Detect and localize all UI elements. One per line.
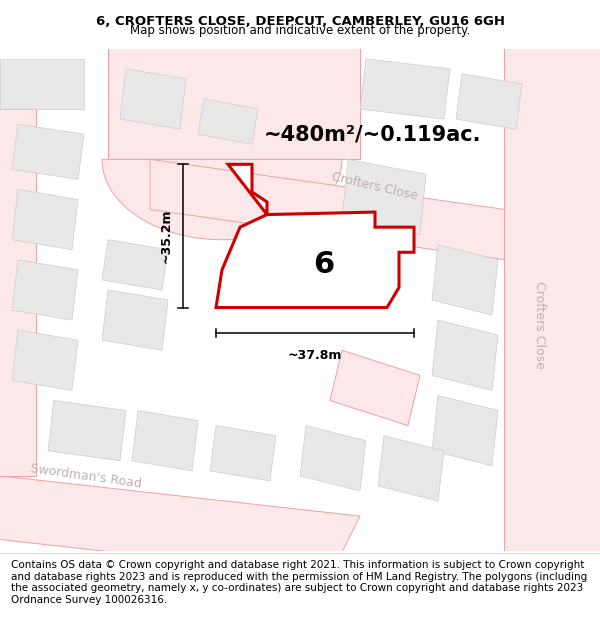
Text: ~480m²/~0.119ac.: ~480m²/~0.119ac. bbox=[263, 124, 481, 144]
Polygon shape bbox=[12, 124, 84, 179]
Polygon shape bbox=[102, 240, 168, 290]
Polygon shape bbox=[12, 260, 78, 320]
Polygon shape bbox=[198, 99, 258, 144]
Text: 6: 6 bbox=[313, 251, 335, 279]
Polygon shape bbox=[102, 290, 168, 350]
Text: Map shows position and indicative extent of the property.: Map shows position and indicative extent… bbox=[130, 24, 470, 36]
Polygon shape bbox=[132, 411, 198, 471]
Polygon shape bbox=[120, 69, 186, 129]
Polygon shape bbox=[432, 245, 498, 315]
Polygon shape bbox=[342, 159, 426, 234]
Polygon shape bbox=[102, 159, 342, 239]
Polygon shape bbox=[330, 350, 420, 426]
Polygon shape bbox=[0, 476, 360, 576]
Text: Crofters Close: Crofters Close bbox=[533, 281, 547, 369]
Polygon shape bbox=[378, 436, 444, 501]
Polygon shape bbox=[12, 330, 78, 391]
Polygon shape bbox=[360, 59, 450, 119]
Text: Crofters Close: Crofters Close bbox=[330, 171, 419, 203]
Polygon shape bbox=[0, 59, 84, 109]
Polygon shape bbox=[432, 396, 498, 466]
Polygon shape bbox=[48, 401, 126, 461]
Polygon shape bbox=[456, 74, 522, 129]
Text: Contains OS data © Crown copyright and database right 2021. This information is : Contains OS data © Crown copyright and d… bbox=[11, 560, 587, 605]
Polygon shape bbox=[432, 320, 498, 391]
Polygon shape bbox=[216, 164, 414, 308]
Text: ~37.8m: ~37.8m bbox=[288, 349, 342, 362]
Text: 6, CROFTERS CLOSE, DEEPCUT, CAMBERLEY, GU16 6GH: 6, CROFTERS CLOSE, DEEPCUT, CAMBERLEY, G… bbox=[95, 14, 505, 28]
Text: ~35.2m: ~35.2m bbox=[160, 209, 173, 263]
Text: Swordman's Road: Swordman's Road bbox=[30, 462, 143, 490]
Polygon shape bbox=[150, 159, 600, 275]
Polygon shape bbox=[210, 426, 276, 481]
Polygon shape bbox=[0, 109, 36, 476]
Polygon shape bbox=[300, 426, 366, 491]
Polygon shape bbox=[504, 39, 600, 551]
Polygon shape bbox=[12, 189, 78, 250]
Polygon shape bbox=[108, 39, 360, 159]
